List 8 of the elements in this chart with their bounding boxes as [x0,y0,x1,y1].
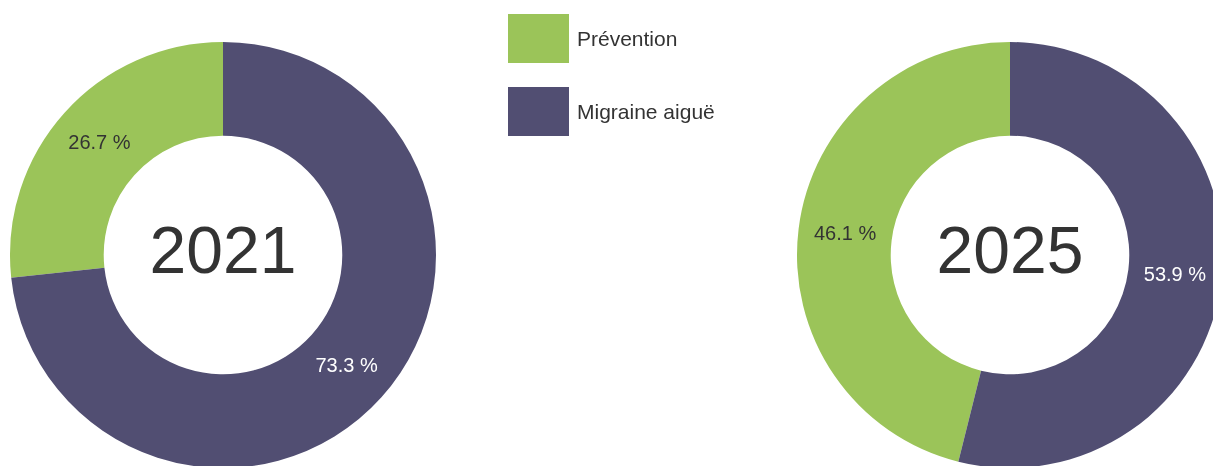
data-label: 53.9 % [1143,262,1207,285]
data-label: 46.1 % [813,222,877,245]
slice-label: 2021 [149,213,297,288]
data-label: 26.7 % [68,131,131,154]
legend-label: Migraine aiguë [577,99,715,124]
data-label: 73.3 % [315,353,378,376]
legend-label: Prévention [577,26,678,51]
slice-label: 2025 [936,213,1084,288]
